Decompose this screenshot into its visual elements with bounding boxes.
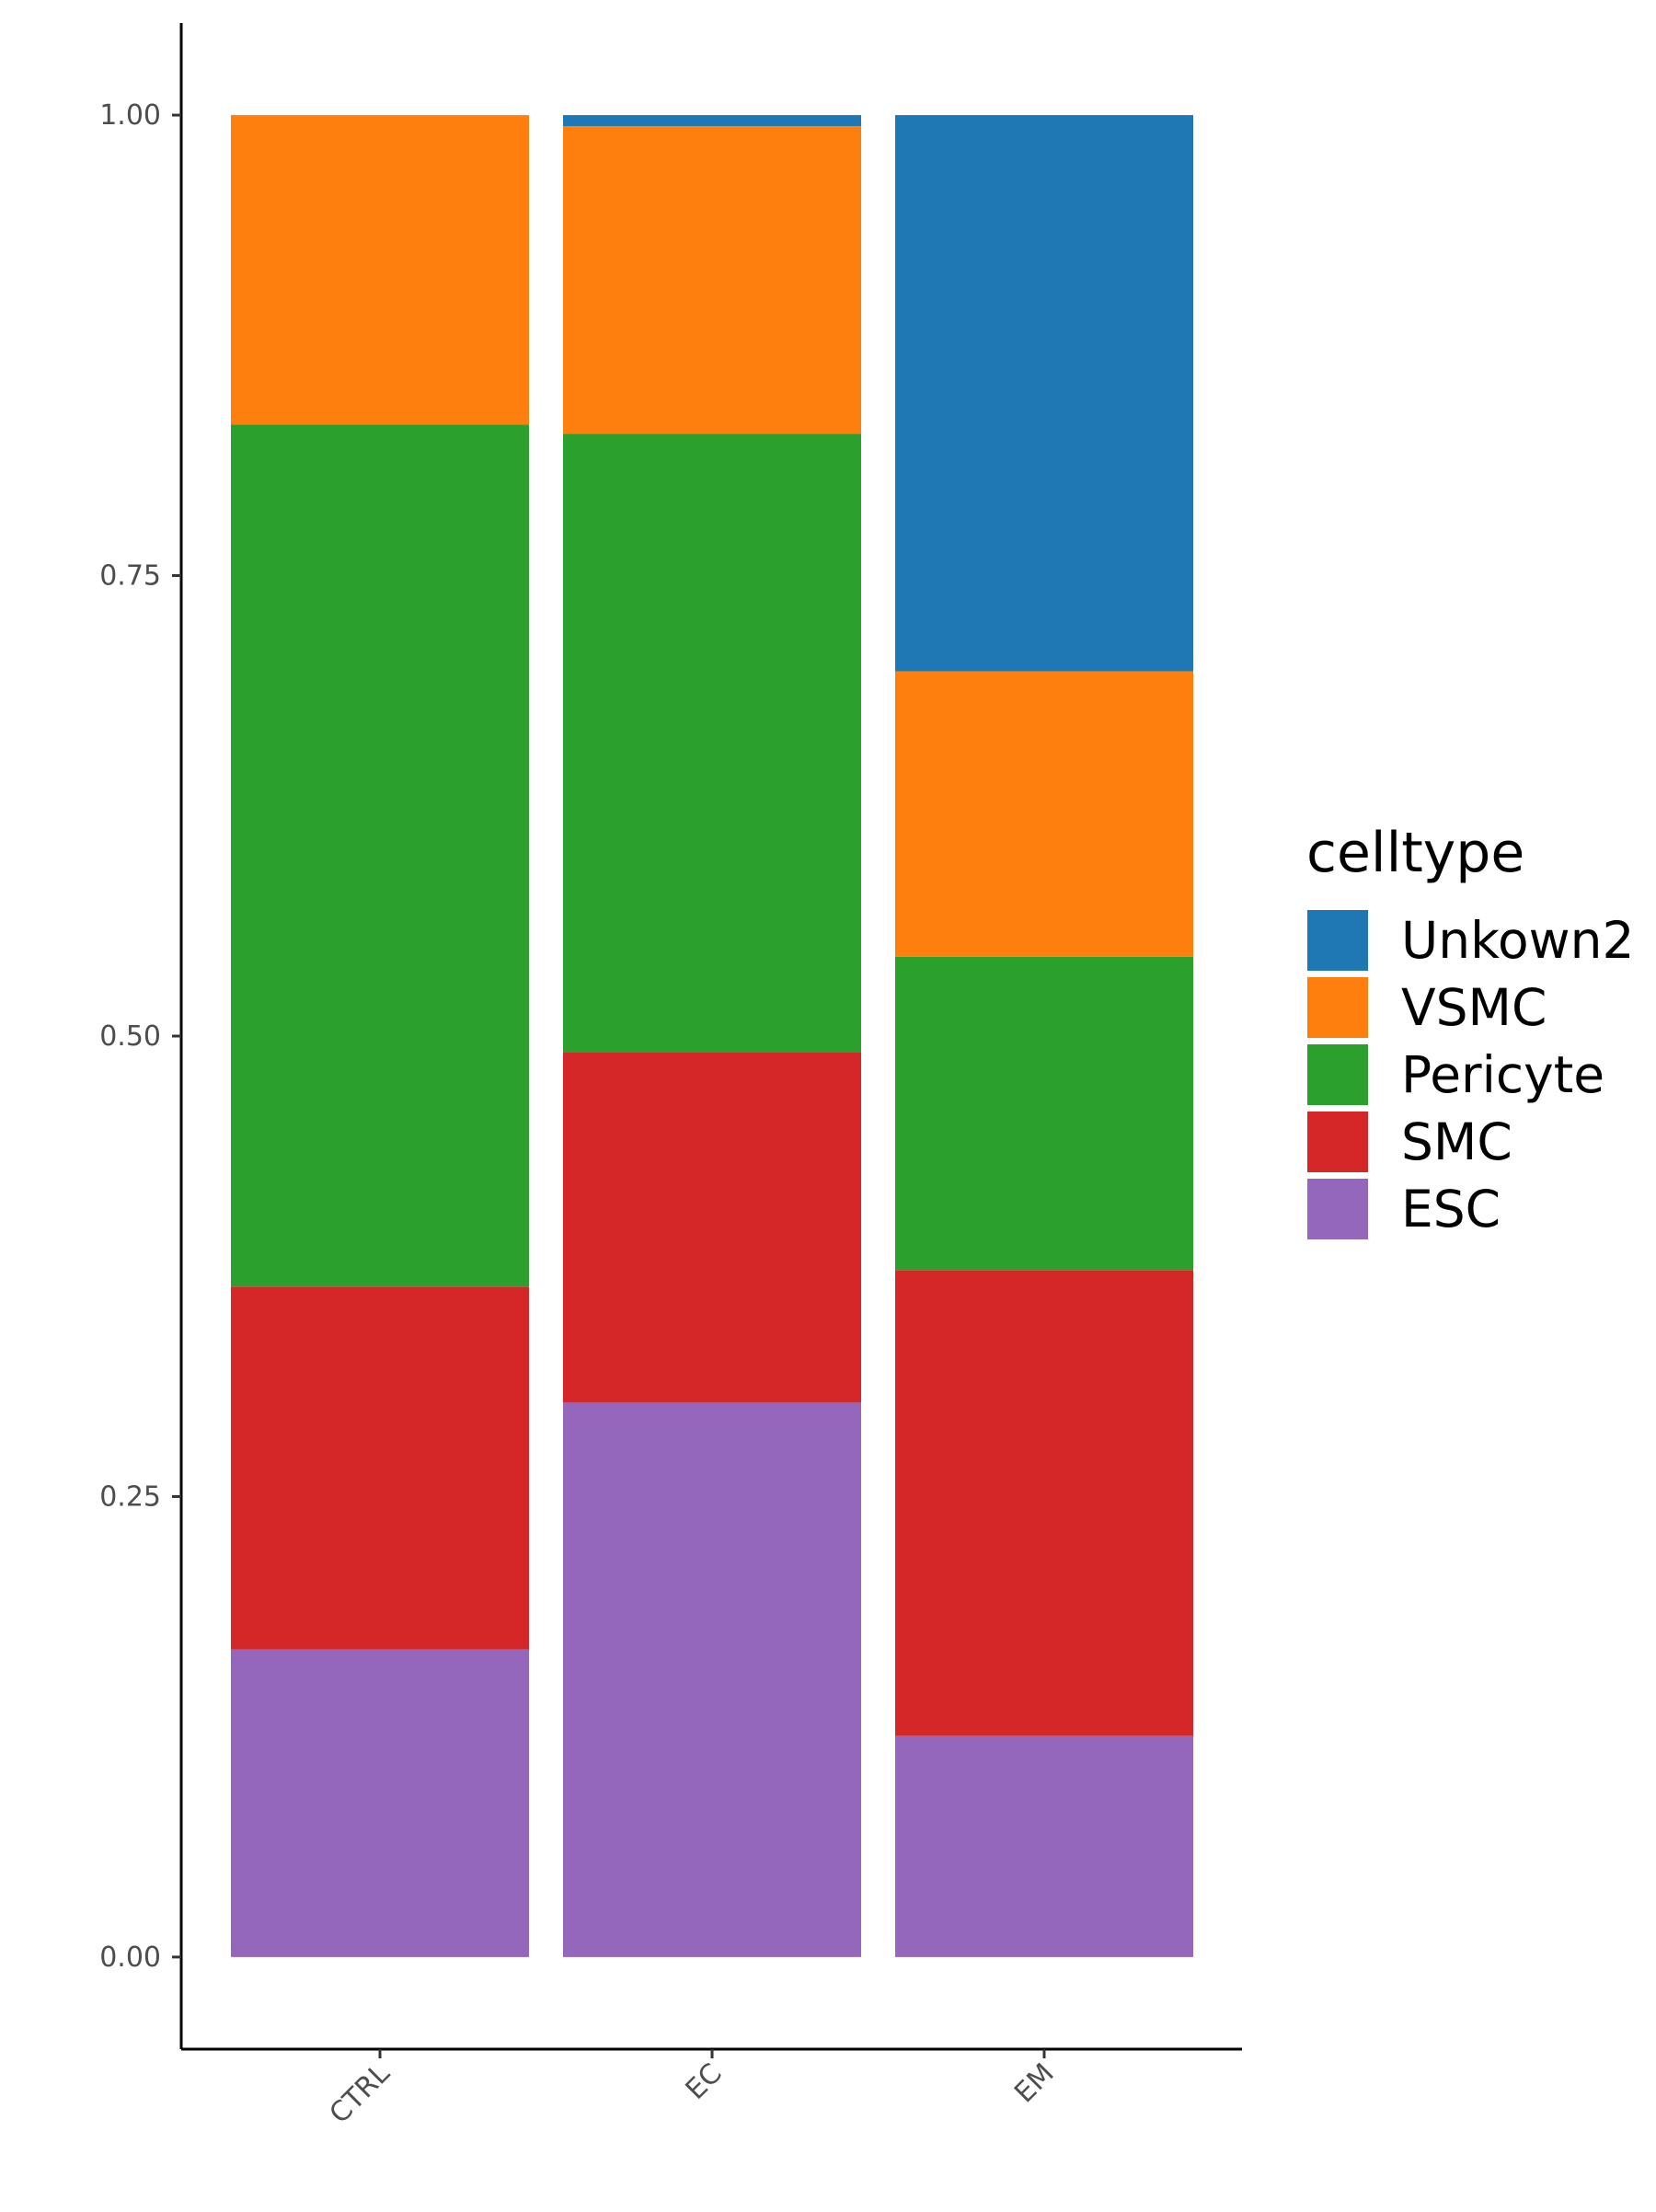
bar-segment-ec-smc [563, 1053, 861, 1403]
legend: celltype Unkown2 VSMC Pericyte SMC ESC [1305, 821, 1635, 1241]
bar-segment-ctrl-vsmc [231, 115, 529, 425]
legend-item-esc: ESC [1305, 1177, 1501, 1241]
y-tick-label: 0.75 [99, 560, 161, 593]
bar-segment-ctrl-esc [231, 1649, 529, 1957]
y-tick-label: 0.25 [99, 1480, 161, 1513]
legend-swatch [1305, 1043, 1370, 1107]
legend-item-vsmc: VSMC [1305, 975, 1547, 1040]
bar-segment-ctrl-smc [231, 1286, 529, 1650]
x-tick-label-ctrl: CTRL [324, 2057, 397, 2130]
legend-swatch [1305, 908, 1370, 973]
legend-label: Unkown2 [1401, 911, 1635, 970]
bar-segment-ec-vsmc [563, 126, 861, 434]
axes-layer: 0.00 0.25 0.50 0.75 1.00 CTRL EC EM [99, 23, 1242, 2130]
legend-label: VSMC [1401, 978, 1547, 1037]
legend-label: Pericyte [1401, 1045, 1604, 1104]
bar-segment-em-vsmc [895, 671, 1193, 957]
legend-item-smc: SMC [1305, 1110, 1512, 1174]
legend-label: SMC [1401, 1112, 1512, 1171]
bar-stack-ctrl [231, 115, 529, 1957]
y-tick-label: 0.50 [99, 1020, 161, 1053]
x-tick-label-ec: EC [680, 2057, 729, 2106]
y-tick-label: 1.00 [99, 99, 161, 132]
bar-segment-ec-esc [563, 1402, 861, 1957]
legend-label: ESC [1401, 1180, 1501, 1238]
bar-segment-em-pericyte [895, 956, 1193, 1271]
bar-segment-em-unkown2 [895, 115, 1193, 672]
bar-stack-ec [563, 115, 861, 1957]
x-tick-label-em: EM [1008, 2057, 1060, 2109]
bar-segment-ec-pericyte [563, 433, 861, 1054]
bar-segment-ctrl-pericyte [231, 424, 529, 1287]
legend-swatch [1305, 975, 1370, 1040]
bar-segment-em-smc [895, 1270, 1193, 1736]
y-tick-label: 0.00 [99, 1941, 161, 1974]
legend-item-pericyte: Pericyte [1305, 1043, 1604, 1107]
bar-segment-ec-unkown2 [563, 115, 861, 127]
bar-segment-em-esc [895, 1735, 1193, 1957]
bar-stack-em [895, 115, 1193, 1957]
legend-title: celltype [1306, 821, 1524, 885]
bars-layer [231, 115, 1193, 1957]
legend-swatch [1305, 1110, 1370, 1174]
legend-item-unkown2: Unkown2 [1305, 908, 1635, 973]
legend-swatch [1305, 1177, 1370, 1241]
